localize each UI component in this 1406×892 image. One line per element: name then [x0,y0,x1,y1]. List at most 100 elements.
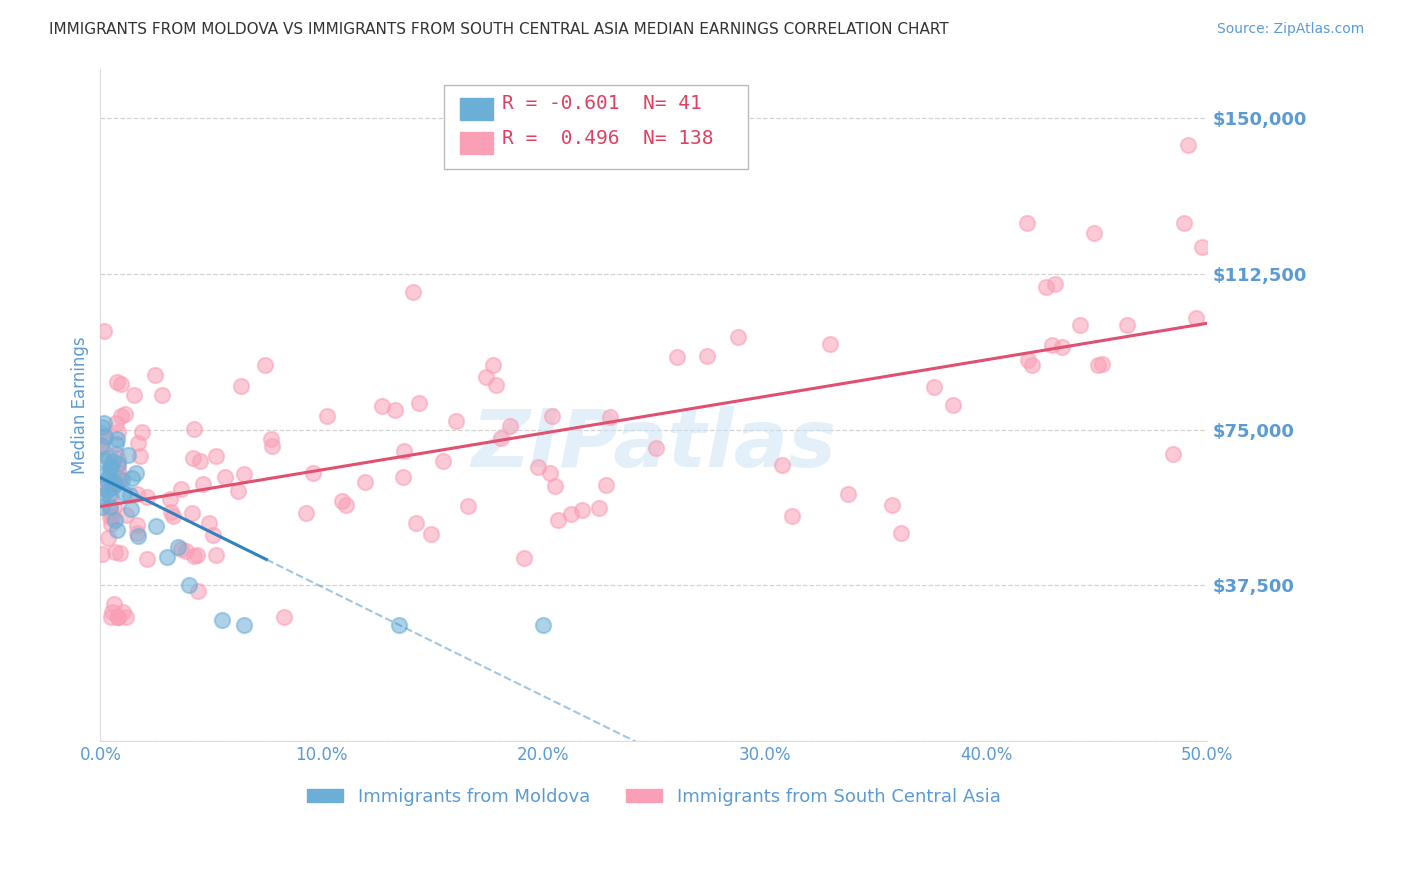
Point [98,509,121,524]
Point [162,509,184,524]
Bar [460,132,494,154]
Point [1173,216,1195,230]
Point [96,473,118,487]
Point [105,433,128,447]
Point [107,475,129,489]
Point [481,358,503,372]
Point [942,398,965,412]
Point [143,368,166,382]
Point [114,508,136,522]
Point [214,469,236,483]
Point [1184,311,1206,326]
Point [108,471,131,485]
Point [96,477,118,491]
Point [114,407,136,421]
Point [457,499,479,513]
Point [107,609,129,624]
Point [166,540,188,554]
Point [89,426,111,441]
Point [444,414,467,428]
Point [922,380,945,394]
Text: R =  0.496  N= 138: R = 0.496 N= 138 [502,128,714,148]
Point [402,285,425,299]
Point [547,513,569,527]
Point [90,500,112,514]
Point [499,418,522,433]
Point [98,488,121,502]
Point [588,501,610,516]
Point [770,458,793,472]
Point [122,388,145,402]
Point [354,475,377,489]
Point [1087,358,1109,372]
Point [101,454,124,468]
Point [103,500,125,515]
Point [100,516,122,531]
Point [538,467,561,481]
Point [880,498,903,512]
Point [371,399,394,413]
Point [174,544,197,558]
Point [233,467,256,481]
Point [100,489,122,503]
Point [1069,318,1091,333]
Point [837,487,859,501]
Point [156,549,179,564]
Point [100,459,122,474]
Point [91,481,114,495]
Point [260,432,283,446]
Point [205,549,228,563]
Point [485,378,508,392]
Point [93,417,115,431]
Point [198,516,221,531]
Point [107,466,129,480]
Point [191,477,214,491]
Point [335,498,357,512]
Point [107,425,129,440]
Point [170,541,193,556]
Point [93,324,115,338]
Point [110,376,132,391]
Point [105,477,128,491]
Point [112,606,135,620]
Point [105,375,128,389]
Bar [460,98,494,120]
Point [90,438,112,452]
Point [571,503,593,517]
Text: R = -0.601  N= 41: R = -0.601 N= 41 [502,94,702,113]
Point [97,450,120,465]
Point [489,431,512,445]
Text: ZIPatlas: ZIPatlas [471,406,837,484]
Point [1091,357,1114,371]
Point [330,494,353,508]
Point [696,349,718,363]
Point [205,449,228,463]
Point [229,379,252,393]
Point [560,508,582,522]
Point [419,527,441,541]
Point [394,444,416,458]
Text: IMMIGRANTS FROM MOLDOVA VS IMMIGRANTS FROM SOUTH CENTRAL ASIA MEDIAN EARNINGS CO: IMMIGRANTS FROM MOLDOVA VS IMMIGRANTS FR… [49,22,949,37]
Point [110,473,132,487]
Point [121,470,143,484]
Point [107,609,129,624]
Point [107,453,129,467]
Point [666,350,689,364]
Point [107,609,129,624]
Point [136,491,159,505]
Text: Source: ZipAtlas.com: Source: ZipAtlas.com [1216,22,1364,37]
Point [1021,358,1043,372]
Point [186,549,208,563]
Point [90,419,112,434]
Point [1017,353,1039,368]
Point [1177,138,1199,153]
Point [1052,340,1074,354]
Point [127,436,149,450]
Point [273,609,295,624]
Point [531,618,554,632]
Point [105,523,128,537]
Point [183,549,205,563]
Point [253,359,276,373]
Point [316,409,339,424]
Point [202,527,225,541]
